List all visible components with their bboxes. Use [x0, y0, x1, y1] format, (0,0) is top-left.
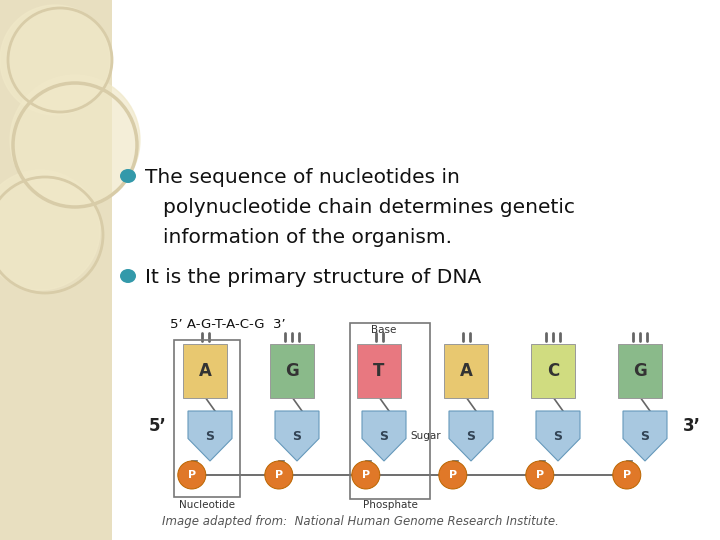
Circle shape: [0, 5, 110, 115]
Circle shape: [526, 461, 554, 489]
Ellipse shape: [120, 269, 136, 283]
Text: P: P: [275, 470, 283, 480]
Text: A: A: [199, 362, 212, 380]
FancyBboxPatch shape: [444, 344, 488, 398]
Text: Phosphate: Phosphate: [363, 500, 418, 510]
Text: P: P: [188, 470, 196, 480]
FancyBboxPatch shape: [357, 344, 401, 398]
Polygon shape: [362, 411, 406, 461]
Text: 5’: 5’: [149, 417, 167, 435]
Polygon shape: [449, 411, 493, 461]
Text: G: G: [633, 362, 647, 380]
Text: polynucleotide chain determines genetic: polynucleotide chain determines genetic: [163, 198, 575, 217]
Circle shape: [178, 461, 206, 489]
Text: S: S: [379, 429, 389, 442]
Text: P: P: [361, 470, 370, 480]
Text: 3’: 3’: [683, 417, 701, 435]
Text: S: S: [554, 429, 562, 442]
Text: 5’ A-G-T-A-C-G  3’: 5’ A-G-T-A-C-G 3’: [170, 318, 286, 331]
FancyBboxPatch shape: [183, 344, 227, 398]
Circle shape: [10, 75, 140, 205]
Circle shape: [265, 461, 293, 489]
Text: S: S: [641, 429, 649, 442]
Bar: [174, 340, 240, 497]
FancyBboxPatch shape: [531, 344, 575, 398]
Polygon shape: [275, 411, 319, 461]
Ellipse shape: [120, 169, 136, 183]
FancyBboxPatch shape: [270, 344, 314, 398]
Text: T: T: [373, 362, 384, 380]
Text: Sugar: Sugar: [410, 431, 441, 441]
Text: The sequence of nucleotides in: The sequence of nucleotides in: [145, 168, 460, 187]
Text: G: G: [285, 362, 299, 380]
Text: S: S: [292, 429, 302, 442]
Text: P: P: [449, 470, 457, 480]
Bar: [0, 0, 112, 540]
Text: C: C: [547, 362, 559, 380]
Bar: [350, 323, 430, 499]
Text: Nucleotide: Nucleotide: [179, 500, 235, 510]
Circle shape: [438, 461, 467, 489]
Polygon shape: [536, 411, 580, 461]
Text: P: P: [536, 470, 544, 480]
Text: information of the organism.: information of the organism.: [163, 228, 452, 247]
Text: Base: Base: [372, 325, 397, 335]
Polygon shape: [188, 411, 232, 461]
Text: S: S: [467, 429, 475, 442]
FancyBboxPatch shape: [618, 344, 662, 398]
Circle shape: [0, 170, 100, 290]
Text: S: S: [205, 429, 215, 442]
Text: A: A: [459, 362, 472, 380]
Text: P: P: [623, 470, 631, 480]
Circle shape: [613, 461, 641, 489]
Text: It is the primary structure of DNA: It is the primary structure of DNA: [145, 268, 481, 287]
Polygon shape: [623, 411, 667, 461]
Text: Image adapted from:  National Human Genome Research Institute.: Image adapted from: National Human Genom…: [161, 515, 559, 528]
Circle shape: [352, 461, 380, 489]
